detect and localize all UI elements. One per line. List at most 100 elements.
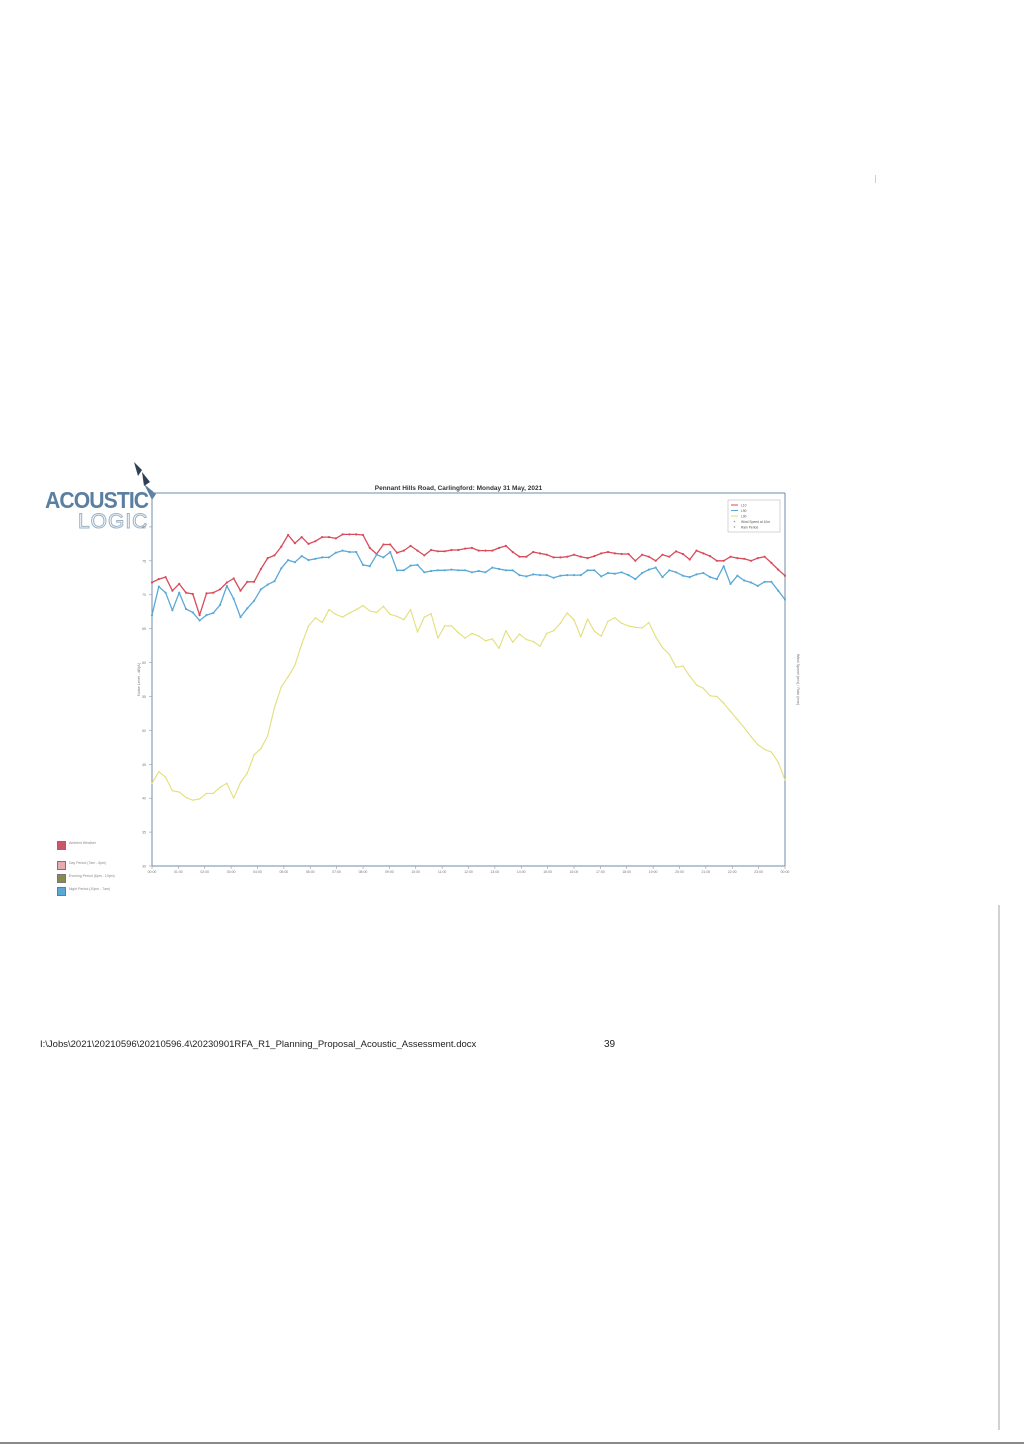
side-legend-label: Evening Period (6pm - 10pm) [69,874,115,878]
y-tick-label: 70 [142,593,146,597]
data-point [219,603,222,607]
x-tick-label: 23:00 [754,870,763,874]
y-tick-label: 80 [142,525,146,529]
data-point [634,578,637,581]
data-point [559,556,562,559]
data-point [273,706,276,708]
y-tick-label: 30 [142,865,146,869]
x-tick-label: 16:00 [570,870,579,874]
data-point [287,559,290,562]
data-point [777,589,780,592]
page-edge-right [998,905,1000,1430]
y2-axis-label: Wind Speed (m/s) / Rain (mm) [796,654,800,706]
data-point [287,533,290,537]
data-point [205,614,208,617]
data-point [675,666,677,668]
data-point [641,571,644,575]
data-point [559,622,562,624]
data-point [504,569,507,572]
data-point [661,553,664,556]
data-point [267,735,269,737]
data-point [253,754,255,756]
data-point [586,569,589,572]
logo-mark-icon [134,462,156,500]
side-legend-label: Night Period (10pm - 7am) [69,887,111,891]
data-point [464,637,466,639]
data-point [715,578,719,581]
data-point [471,632,473,635]
x-tick-label: 18:00 [622,870,631,874]
data-point [150,581,154,584]
x-tick-label: 13:00 [490,870,499,874]
data-point [688,558,691,561]
data-point [491,549,494,552]
data-point [416,631,419,633]
data-point [538,574,542,577]
data-point [464,569,467,572]
data-point [423,571,426,574]
data-point [607,620,609,622]
data-point [239,781,242,784]
data-point [402,569,405,572]
data-point [436,550,439,553]
data-point [525,575,528,578]
data-point [668,653,670,656]
data-point [239,616,242,619]
data-point [784,779,786,781]
data-point [355,608,357,611]
side-legend-item: Night Period (10pm - 7am) [57,886,127,896]
legend-label: L10 [741,503,747,507]
data-point [580,636,582,638]
side-legend-swatch [57,861,66,870]
data-point [634,626,636,628]
data-point [647,568,651,571]
data-point [464,547,467,550]
data-point [430,569,433,573]
data-point [355,533,358,536]
data-point [457,632,459,634]
y-tick-label: 45 [142,763,146,767]
side-legend-swatch [57,874,66,883]
data-point [736,574,739,577]
data-point [273,554,276,557]
x-tick-label: 01:00 [174,870,183,874]
data-point [709,555,712,558]
data-point [600,575,603,578]
data-point [368,546,371,550]
data-point [777,568,780,571]
data-point [675,550,678,553]
x-tick-label: 19:00 [649,870,658,874]
data-point [219,588,222,591]
data-point [620,571,623,574]
legend-label: Wind Speed at 10m [741,520,770,524]
chart-title: Pennant Hills Road, Carlingford: Monday … [375,485,543,492]
data-point [593,569,596,572]
data-point [321,536,324,539]
data-point [361,533,365,537]
data-point [593,555,596,558]
data-point [606,571,610,575]
data-point [389,613,391,616]
data-point [293,542,296,545]
data-point [307,559,310,562]
data-point [287,676,289,678]
legend-label: L90 [741,509,747,513]
y-tick-label: 50 [142,729,146,733]
data-point [205,792,208,795]
data-point [233,797,235,799]
data-point [716,695,718,698]
data-point [715,559,719,562]
data-point [518,555,521,558]
data-point [294,664,296,666]
side-legend-item: Day Period (7am - 6pm) [57,860,127,870]
data-point [709,695,711,697]
data-point [498,567,501,571]
data-point [151,782,153,784]
data-point [300,536,303,539]
data-point [259,588,262,591]
data-point [443,569,446,572]
data-point [395,569,399,572]
data-point [688,576,691,579]
data-point [198,619,201,622]
